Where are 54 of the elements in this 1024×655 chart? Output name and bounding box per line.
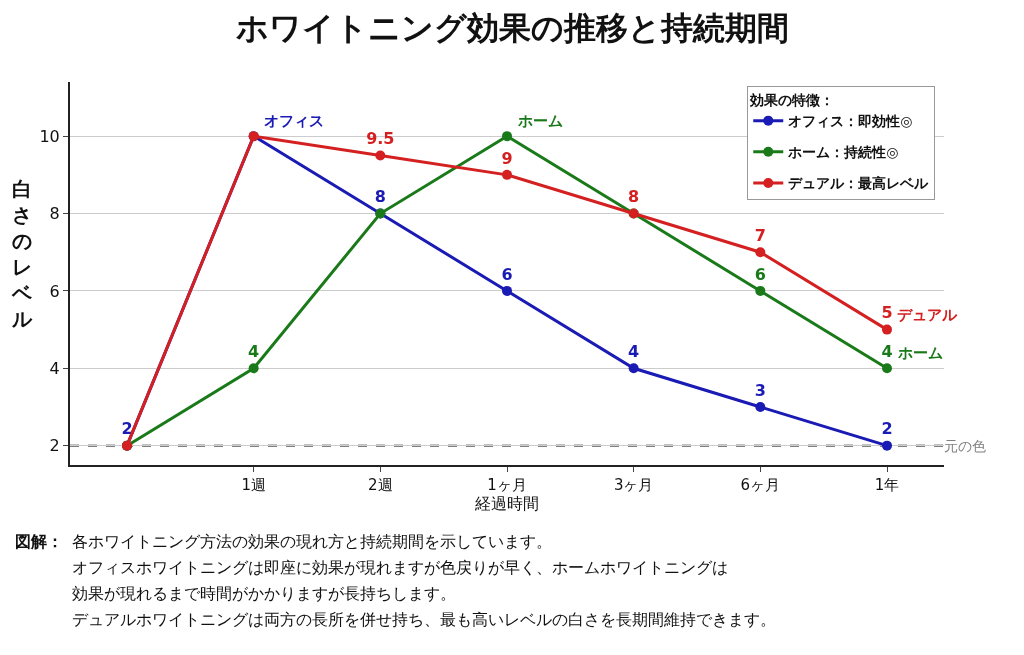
text: 図解：	[15, 532, 63, 551]
point	[502, 285, 512, 296]
annotation: オフィス	[264, 112, 324, 130]
annotation: デュアル	[897, 306, 958, 324]
point	[375, 150, 386, 161]
data-label: 9	[501, 148, 513, 168]
data-label: 7	[754, 225, 766, 245]
point	[755, 285, 766, 296]
y-axis-title: 白さのレベル	[11, 177, 33, 331]
point	[248, 363, 259, 374]
point	[882, 363, 892, 374]
x-tick-label: 2週	[368, 476, 393, 494]
data-label: 8	[628, 187, 640, 207]
y-tick-label: 8	[49, 204, 60, 224]
legend-title: 効果の特徴：	[749, 92, 835, 109]
legend-label: デュアル：最高レベル	[788, 175, 930, 192]
annotation: ホーム	[517, 112, 563, 130]
y-tick-label: 2	[49, 436, 60, 456]
text: デュアルホワイトニングは両方の長所を併せ持ち、最も高いレベルの白さを長期間維持できます。	[72, 610, 776, 629]
annotation: ホーム	[897, 344, 943, 362]
data-label: 4	[248, 342, 260, 362]
point	[755, 247, 766, 258]
y-tick-label: 10	[39, 126, 60, 146]
x-axis-title: 経過時間	[474, 494, 539, 513]
chart-title: ホワイトニング効果の推移と持続期間	[235, 8, 789, 47]
legend-label: オフィス：即効性◎	[788, 113, 913, 130]
x-tick-label: 3ヶ月	[613, 476, 654, 494]
data-label: 4	[881, 342, 893, 362]
data-label: 8	[374, 187, 386, 207]
data-label: 6	[754, 264, 766, 284]
point	[755, 401, 766, 412]
data-label: 3	[754, 380, 766, 400]
y-tick-label: 4	[49, 358, 60, 378]
x-tick-label: 1年	[874, 476, 900, 494]
y-tick-label: 6	[49, 281, 60, 301]
text: 効果が現れるまで時間がかかりますが長持ちします。	[72, 584, 456, 603]
data-label: 6	[501, 264, 513, 284]
data-label: 2	[121, 419, 133, 439]
x-tick-label: 6ヶ月	[740, 476, 781, 494]
text: オフィスホワイトニングは即座に効果が現れますが色戻りが早く、ホームホワイトニングは	[72, 558, 728, 577]
point	[628, 363, 639, 374]
point	[882, 324, 892, 335]
data-label: 9.5	[366, 129, 395, 149]
x-tick-label: 1ヶ月	[487, 476, 527, 494]
data-label: 2	[881, 419, 893, 439]
data-label: 5	[881, 303, 893, 323]
point	[502, 169, 512, 180]
x-tick-label: 1週	[241, 476, 266, 494]
legend-label: ホーム：持続性◎	[787, 144, 899, 161]
text: 各ホワイトニング方法の効果の現れ方と持続期間を示しています。	[72, 532, 552, 551]
point	[502, 131, 512, 142]
point	[882, 440, 892, 451]
ref-line-label: 元の色	[944, 438, 986, 454]
data-label: 4	[628, 342, 640, 362]
